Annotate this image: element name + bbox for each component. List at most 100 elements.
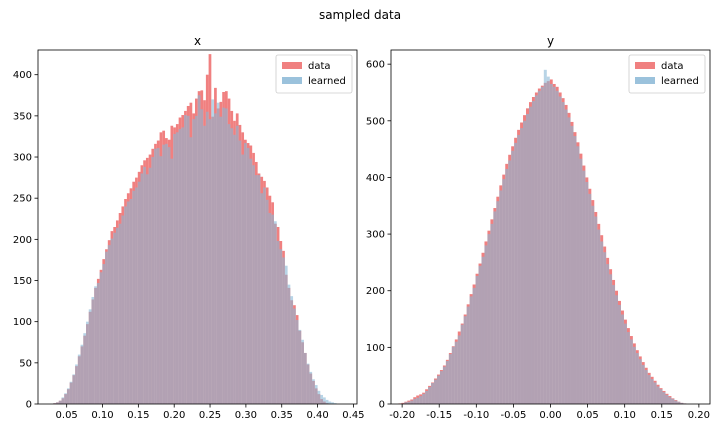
- x-tick-label-x: 0.45: [342, 410, 364, 421]
- bar-learned-x: [208, 119, 212, 405]
- bar-learned-y: [665, 394, 669, 404]
- bar-learned-y: [508, 160, 512, 404]
- bar-learned-y: [555, 90, 559, 404]
- bar-learned-x: [91, 296, 95, 404]
- bar-learned-x: [69, 381, 73, 404]
- bar-learned-y: [502, 179, 506, 404]
- bar-learned-x: [260, 193, 264, 404]
- x-tick-label-x: 0.10: [91, 410, 113, 421]
- bar-learned-y: [671, 398, 675, 404]
- bar-learned-x: [323, 397, 326, 404]
- bar-learned-y: [603, 252, 607, 404]
- bar-learned-x: [279, 249, 283, 404]
- bar-learned-y: [573, 136, 577, 404]
- bar-learned-x: [219, 116, 223, 405]
- bar-learned-x: [66, 388, 70, 404]
- bar-learned-x: [151, 157, 155, 404]
- bar-learned-y: [439, 371, 443, 404]
- bar-learned-y: [620, 314, 624, 404]
- bar-learned-y: [425, 390, 429, 404]
- bar-learned-x: [197, 95, 201, 404]
- bar-learned-x: [113, 232, 116, 404]
- bar-learned-x: [148, 167, 152, 404]
- y-tick-label-y: 100: [366, 343, 385, 354]
- bar-learned-x: [159, 156, 163, 404]
- y-tick-label-x: 300: [13, 153, 32, 164]
- bar-learned-x: [162, 144, 166, 405]
- bar-learned-y: [570, 125, 574, 405]
- subplot-x: 0.05 0.10 0.15 0.20 0.25 0.30 0.35 0.40 0.45 0 50 1…: [13, 34, 365, 421]
- legend-swatch-learned: [282, 77, 302, 84]
- bar-learned-x: [194, 115, 198, 405]
- bar-learned-y: [419, 396, 423, 404]
- bar-learned-x: [246, 147, 250, 404]
- bar-learned-y: [612, 285, 616, 404]
- bar-learned-y: [484, 245, 488, 404]
- bar-learned-x: [230, 128, 234, 404]
- bar-learned-y: [413, 398, 417, 404]
- bar-learned-x: [211, 99, 215, 405]
- bar-learned-x: [170, 158, 174, 404]
- bar-learned-y: [442, 366, 446, 404]
- legend-swatch-data: [282, 62, 302, 69]
- bar-learned-x: [140, 173, 144, 404]
- y-tick-label-y: 200: [366, 286, 385, 297]
- bar-learned-x: [257, 175, 261, 404]
- bar-learned-y: [457, 335, 461, 404]
- bar-learned-y: [564, 109, 568, 404]
- series-learned: [53, 95, 337, 405]
- y-tick-label-y: 0: [379, 400, 385, 411]
- bar-learned-x: [254, 175, 258, 404]
- bar-learned-y: [428, 387, 432, 404]
- bar-learned-x: [102, 264, 106, 404]
- x-tick-label-x: 0.35: [271, 410, 293, 421]
- bar-learned-x: [298, 329, 302, 404]
- bar-learned-x: [249, 158, 253, 404]
- bar-learned-x: [205, 111, 209, 405]
- bar-learned-x: [175, 132, 179, 404]
- bar-learned-y: [445, 360, 449, 404]
- bar-learned-x: [154, 148, 157, 404]
- bar-learned-y: [615, 295, 619, 404]
- bar-learned-x: [233, 134, 236, 405]
- y-tick-label-x: 150: [13, 276, 32, 287]
- bar-learned-x: [203, 125, 206, 405]
- bar-learned-x: [268, 213, 272, 404]
- legend-swatch-learned: [635, 77, 655, 84]
- y-tick-label-y: 500: [366, 116, 385, 127]
- bar-learned-y: [407, 401, 411, 404]
- bar-learned-x: [129, 199, 133, 404]
- bar-learned-y: [437, 375, 440, 404]
- x-tick-label-x: 0.30: [235, 410, 257, 421]
- bar-learned-x: [317, 390, 321, 404]
- series-learned: [401, 69, 687, 405]
- bar-learned-x: [145, 174, 149, 404]
- bar-learned-y: [609, 274, 613, 404]
- bar-learned-y: [623, 323, 627, 404]
- bar-learned-y: [431, 383, 435, 404]
- bar-learned-x: [200, 109, 204, 405]
- bar-learned-x: [99, 272, 103, 404]
- x-tick-label-x: 0.25: [199, 410, 221, 421]
- bar-learned-x: [118, 223, 122, 404]
- bar-learned-x: [235, 125, 239, 405]
- bar-learned-x: [135, 187, 138, 404]
- bar-learned-y: [647, 375, 651, 404]
- y-tick-label-y: 600: [366, 60, 385, 71]
- bar-learned-y: [629, 339, 633, 404]
- bar-learned-y: [451, 346, 455, 404]
- bar-learned-x: [290, 296, 294, 404]
- bar-learned-y: [626, 332, 630, 404]
- bar-learned-x: [244, 143, 247, 404]
- bar-learned-x: [276, 241, 280, 404]
- bar-learned-x: [192, 119, 195, 405]
- bar-learned-y: [404, 402, 408, 404]
- bar-learned-y: [517, 134, 521, 404]
- bar-learned-x: [56, 402, 59, 404]
- bar-learned-y: [549, 83, 553, 404]
- bar-learned-y: [499, 190, 503, 404]
- bar-learned-y: [546, 76, 550, 405]
- bar-learned-x: [165, 143, 168, 404]
- bar-learned-x: [214, 113, 217, 404]
